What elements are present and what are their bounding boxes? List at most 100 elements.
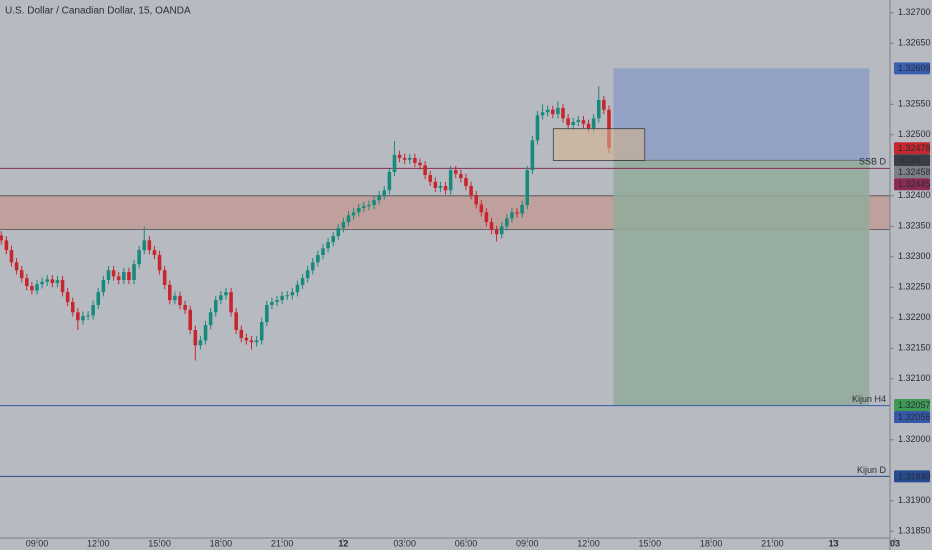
candle-body (147, 240, 152, 251)
candle-body (305, 270, 310, 279)
level-label: SSB D (859, 157, 887, 167)
price-tag (894, 142, 930, 155)
candle-body (392, 154, 397, 173)
candle-body (489, 222, 494, 230)
candle-body (566, 118, 570, 126)
price-tag (894, 154, 930, 167)
candle-body (413, 157, 417, 163)
candle-body (122, 272, 126, 280)
candle-body (244, 337, 249, 341)
price-tag-label: 1.32609 (898, 63, 931, 73)
y-tick-label: 1.31900 (898, 495, 931, 505)
candle-body (234, 312, 238, 330)
candle-body (499, 226, 504, 235)
y-tick-label: 1.31850 (898, 526, 931, 536)
candle-body (188, 309, 192, 330)
candle-body (382, 190, 387, 196)
candle-body (377, 195, 381, 201)
candle-body (448, 170, 453, 191)
candle-body (167, 284, 172, 301)
price-tag (894, 470, 930, 483)
price-tag (894, 178, 930, 191)
candle-body (596, 100, 601, 119)
y-tick-label: 1.32650 (898, 38, 931, 48)
candle-body (24, 278, 29, 287)
candle-body (275, 300, 279, 302)
candle-body (418, 162, 422, 166)
candle-body (505, 218, 509, 227)
candle-body (132, 264, 136, 280)
x-tick-label: 09:00 (26, 538, 49, 548)
position-stop (613, 160, 870, 406)
x-tick-label: 03 (890, 538, 900, 548)
x-tick-label: 12:00 (577, 538, 600, 548)
candle-body (259, 322, 264, 341)
candle-body (402, 157, 407, 160)
candle-body (249, 340, 254, 343)
candle-body (459, 173, 463, 179)
candle-body (484, 212, 489, 223)
candle-body (254, 340, 259, 343)
candle-body (265, 304, 269, 323)
candle-body (346, 215, 351, 223)
candle-body (530, 140, 535, 171)
candle-body (19, 270, 24, 279)
candle-body (50, 279, 55, 284)
candle-body (535, 115, 540, 141)
candle-body (479, 204, 484, 213)
candle-body (300, 278, 305, 285)
candle-body (9, 250, 14, 263)
candle-body (316, 254, 320, 263)
candle-body (525, 170, 530, 205)
y-tick-label: 1.32200 (898, 312, 931, 322)
candle-body (356, 208, 361, 213)
x-tick-label: 12 (338, 538, 348, 548)
price-tag-label: 1.31940 (898, 471, 931, 481)
candle-body (14, 262, 19, 271)
candle-body (137, 250, 141, 265)
price-tag (894, 399, 930, 412)
candle-body (576, 120, 581, 122)
candle-body (586, 123, 591, 129)
candle-body (510, 212, 514, 219)
candle-body (224, 292, 228, 296)
range-box (552, 128, 646, 161)
candle-body (40, 281, 44, 285)
candle-body (408, 157, 412, 160)
y-tick-label: 1.32500 (898, 129, 931, 139)
candle-body (30, 286, 34, 291)
x-tick-label: 09:00 (516, 538, 539, 548)
candle-body (474, 195, 478, 205)
candle-body (362, 206, 366, 209)
candle-body (127, 272, 131, 280)
y-tick-label: 1.32400 (898, 190, 931, 200)
price-tag-label: 1.32458 (898, 167, 931, 177)
candle-body (520, 204, 524, 214)
candle-body (321, 248, 325, 255)
candle-body (602, 100, 606, 110)
candle-body (239, 329, 244, 338)
candle-body (178, 295, 182, 305)
x-tick-label: 21:00 (761, 538, 784, 548)
candle-body (152, 250, 157, 255)
candle-body (397, 154, 402, 158)
y-tick-label: 1.32250 (898, 282, 931, 292)
candle-body (91, 304, 95, 316)
price-tag (894, 411, 930, 424)
candle-body (310, 262, 315, 271)
candle-body (351, 212, 356, 216)
candle-body (341, 222, 346, 229)
candle-body (591, 118, 596, 129)
candle-body (116, 276, 121, 280)
candle-body (157, 254, 162, 271)
candle-body (0, 235, 4, 241)
candle-body (290, 292, 295, 296)
candle-body (540, 112, 545, 116)
price-tag-label: 1.32445 (898, 179, 931, 189)
candle-body (270, 301, 274, 305)
candle-body (571, 121, 576, 126)
candle-body (142, 240, 147, 251)
candle-body (65, 292, 70, 302)
candle-body (433, 181, 438, 188)
